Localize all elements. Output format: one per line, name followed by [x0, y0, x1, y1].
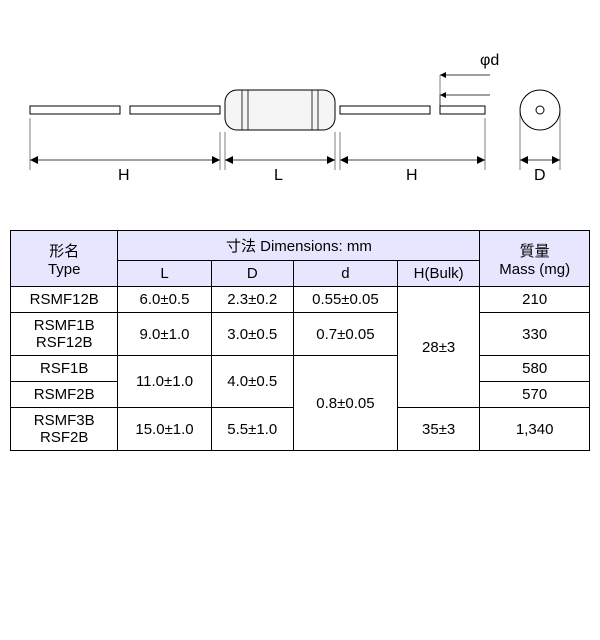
cell-small-d: 0.7±0.05 [293, 313, 397, 356]
cell-d: 2.3±0.2 [211, 287, 293, 313]
cell-l: 6.0±0.5 [118, 287, 211, 313]
cell-type: RSMF1B RSF12B [11, 313, 118, 356]
cell-type: RSF1B [11, 356, 118, 382]
header-mass: 質量 Mass (mg) [480, 231, 590, 287]
header-l: L [118, 261, 211, 287]
header-dimensions: 寸法 Dimensions: mm [118, 231, 480, 261]
cell-mass: 580 [480, 356, 590, 382]
dimensions-table: 形名 Type 寸法 Dimensions: mm 質量 Mass (mg) L… [10, 230, 590, 451]
cell-l: 9.0±1.0 [118, 313, 211, 356]
cell-mass: 330 [480, 313, 590, 356]
cell-h: 35±3 [397, 408, 479, 451]
cell-mass: 210 [480, 287, 590, 313]
component-diagram: φd H L H D [10, 40, 590, 220]
cell-l: 15.0±1.0 [118, 408, 211, 451]
table-row: RSF1B 11.0±1.0 4.0±0.5 0.8±0.05 580 [11, 356, 590, 382]
cell-l: 11.0±1.0 [118, 356, 211, 408]
cell-small-d: 0.8±0.05 [293, 356, 397, 451]
cell-mass: 1,340 [480, 408, 590, 451]
table-row: RSMF12B 6.0±0.5 2.3±0.2 0.55±0.05 28±3 2… [11, 287, 590, 313]
d-label: D [534, 167, 546, 184]
cell-small-d: 0.55±0.05 [293, 287, 397, 313]
header-small-d: d [293, 261, 397, 287]
h-label-left: H [118, 167, 130, 184]
header-d-col: D [211, 261, 293, 287]
cell-type: RSMF3B RSF2B [11, 408, 118, 451]
phi-d-text: φd [480, 52, 499, 69]
table-row: RSMF1B RSF12B 9.0±1.0 3.0±0.5 0.7±0.05 3… [11, 313, 590, 356]
cell-mass: 570 [480, 382, 590, 408]
cell-d: 4.0±0.5 [211, 356, 293, 408]
h-label-right: H [406, 167, 418, 184]
cell-d: 3.0±0.5 [211, 313, 293, 356]
header-h: H(Bulk) [397, 261, 479, 287]
l-label: L [274, 167, 283, 184]
header-type: 形名 Type [11, 231, 118, 287]
cell-type: RSMF12B [11, 287, 118, 313]
cell-d: 5.5±1.0 [211, 408, 293, 451]
cell-type: RSMF2B [11, 382, 118, 408]
cell-h: 28±3 [397, 287, 479, 408]
